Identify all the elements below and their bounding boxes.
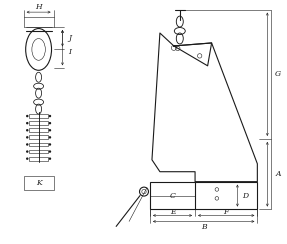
Text: I: I [68, 48, 71, 56]
Ellipse shape [49, 150, 51, 153]
Ellipse shape [26, 122, 28, 124]
Ellipse shape [49, 136, 51, 139]
Ellipse shape [49, 157, 51, 160]
Bar [29, 157, 49, 161]
Text: E: E [170, 208, 175, 216]
Bar [29, 135, 49, 139]
Ellipse shape [49, 122, 51, 124]
Bar [29, 150, 49, 153]
Bar [29, 128, 49, 132]
Text: K: K [36, 179, 42, 187]
Text: H: H [35, 3, 42, 11]
Text: J: J [68, 34, 71, 42]
Ellipse shape [49, 115, 51, 117]
Ellipse shape [26, 115, 28, 117]
Ellipse shape [26, 129, 28, 132]
Text: C: C [170, 192, 175, 200]
Bar [150, 182, 257, 210]
Text: G: G [275, 70, 281, 78]
Text: A: A [276, 170, 281, 178]
Ellipse shape [49, 129, 51, 132]
Ellipse shape [26, 150, 28, 153]
Ellipse shape [26, 136, 28, 139]
Bar [29, 142, 49, 146]
Ellipse shape [26, 157, 28, 160]
Ellipse shape [26, 143, 28, 146]
Ellipse shape [49, 143, 51, 146]
Text: B: B [201, 224, 206, 231]
Text: F: F [224, 208, 229, 216]
Bar [29, 121, 49, 125]
Text: D: D [242, 192, 249, 200]
Bar [24, 176, 53, 190]
Bar [29, 114, 49, 118]
